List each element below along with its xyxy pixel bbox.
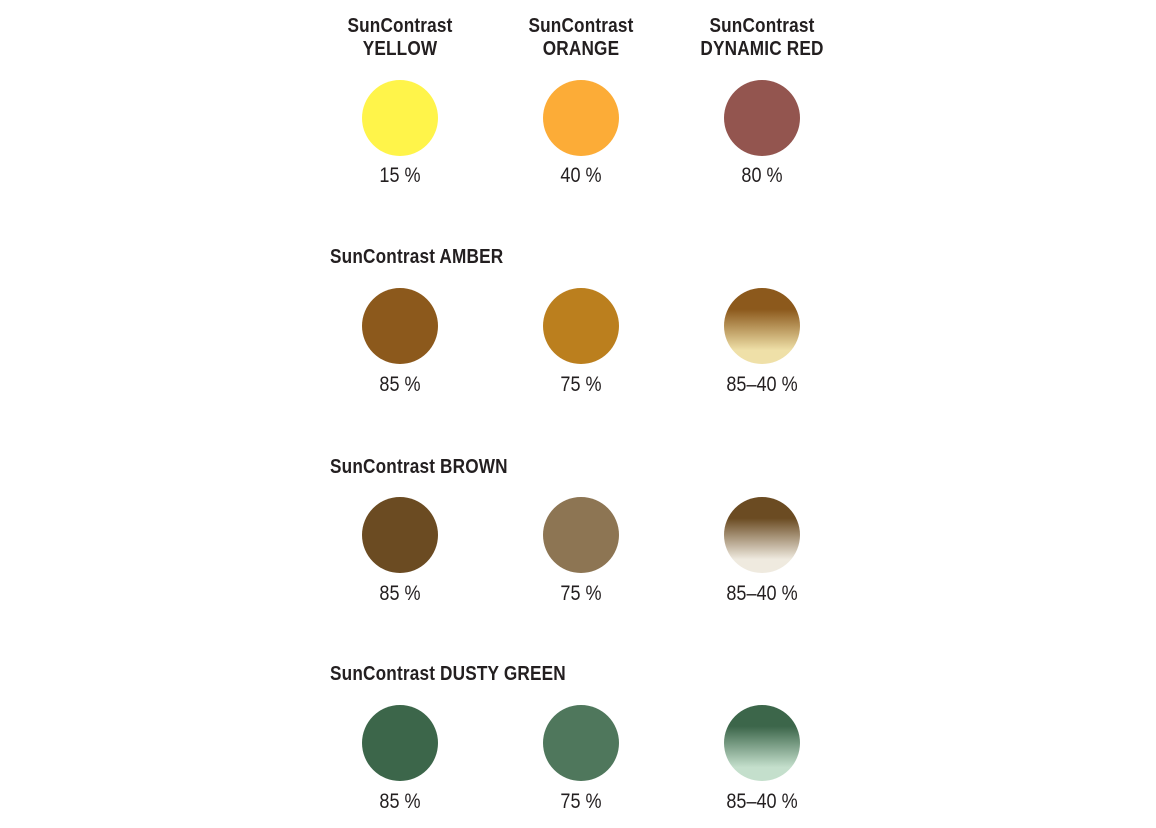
column-header-line1: SunContrast	[709, 15, 815, 37]
column-header-line2: YELLOW	[362, 38, 438, 60]
column-header-line1: SunContrast	[347, 15, 453, 37]
swatch-brown-75	[543, 497, 619, 573]
group-title-dusty-green: SunContrast DUSTY GREEN	[330, 663, 566, 685]
transmission-value: 85–40 %	[726, 790, 798, 813]
column-header-line2: DYNAMIC RED	[700, 38, 824, 60]
transmission-value: 85 %	[379, 790, 421, 813]
transmission-value: 85–40 %	[726, 373, 798, 396]
swatch-yellow	[362, 80, 438, 156]
transmission-value: 75 %	[560, 582, 602, 605]
column-header-dynamic-red: SunContrast DYNAMIC RED	[685, 15, 840, 61]
transmission-value: 85 %	[379, 582, 421, 605]
swatch-dusty-green-75	[543, 705, 619, 781]
swatch-amber-75	[543, 288, 619, 364]
column-header-line2: ORANGE	[542, 38, 620, 60]
transmission-value: 80 %	[741, 164, 783, 187]
swatch-amber-85	[362, 288, 438, 364]
transmission-value: 75 %	[560, 373, 602, 396]
swatch-dusty-green-gradient	[724, 705, 800, 781]
transmission-value: 15 %	[379, 164, 421, 187]
swatch-dusty-green-85	[362, 705, 438, 781]
column-header-yellow: SunContrast YELLOW	[323, 15, 478, 61]
transmission-value: 85 %	[379, 373, 421, 396]
column-header-line1: SunContrast	[528, 15, 634, 37]
transmission-value: 75 %	[560, 790, 602, 813]
transmission-value: 85–40 %	[726, 582, 798, 605]
swatch-brown-gradient	[724, 497, 800, 573]
transmission-value: 40 %	[560, 164, 602, 187]
column-header-orange: SunContrast ORANGE	[504, 15, 659, 61]
group-title-amber: SunContrast AMBER	[330, 246, 504, 268]
group-title-brown: SunContrast BROWN	[330, 456, 508, 478]
swatch-dynamic-red	[724, 80, 800, 156]
swatch-amber-gradient	[724, 288, 800, 364]
swatch-brown-85	[362, 497, 438, 573]
swatch-orange	[543, 80, 619, 156]
